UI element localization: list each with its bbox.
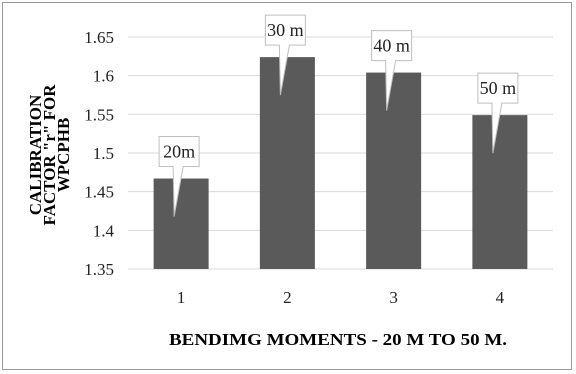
y-tick-label: 1.6 xyxy=(93,67,114,86)
chart-frame: 1.35 1.4 1.45 1.5 1.55 1.6 1.65 1 2 3 4 20m 30 m 40… xyxy=(2,2,572,370)
y-tick-label: 1.4 xyxy=(93,221,115,240)
data-label-text: 30 m xyxy=(267,20,304,40)
y-tick-label: 1.65 xyxy=(84,28,114,47)
bar xyxy=(472,115,528,270)
y-tick-label: 1.55 xyxy=(84,105,114,124)
data-label: 30 m xyxy=(264,14,306,96)
data-label-text: 40 m xyxy=(373,36,410,56)
y-axis-title-line: FACTOR "r" FOR xyxy=(40,84,59,226)
data-label: 20m xyxy=(158,136,200,217)
x-tick-label: 4 xyxy=(496,288,505,307)
bar xyxy=(153,178,209,269)
y-axis-title-line: CALIBRATION xyxy=(26,94,45,215)
data-label: 50 m xyxy=(477,72,519,154)
data-label-callouts: 20m 30 m 40 m 50 m xyxy=(158,14,519,217)
x-axis-title: BENDIMG MOMENTS - 20 M TO 50 M. xyxy=(169,330,507,349)
bar-chart: 1.35 1.4 1.45 1.5 1.55 1.6 1.65 1 2 3 4 20m 30 m 40… xyxy=(26,14,553,349)
data-label-text: 20m xyxy=(163,142,195,162)
x-tick-label: 3 xyxy=(389,288,398,307)
bar xyxy=(366,72,422,269)
y-tick-label: 1.5 xyxy=(93,144,114,163)
y-tick-label: 1.35 xyxy=(84,260,114,279)
y-tick-label: 1.45 xyxy=(84,183,114,202)
x-tick-labels: 1 2 3 4 xyxy=(177,288,505,307)
y-tick-labels: 1.35 1.4 1.45 1.5 1.55 1.6 1.65 xyxy=(84,28,114,279)
data-label-text: 50 m xyxy=(480,78,517,98)
x-tick-label: 1 xyxy=(177,288,186,307)
y-axis-title-line: WPCPHB xyxy=(54,118,73,193)
bars xyxy=(153,57,528,270)
bar xyxy=(259,57,315,270)
x-tick-label: 2 xyxy=(283,288,292,307)
data-label: 40 m xyxy=(371,30,413,111)
